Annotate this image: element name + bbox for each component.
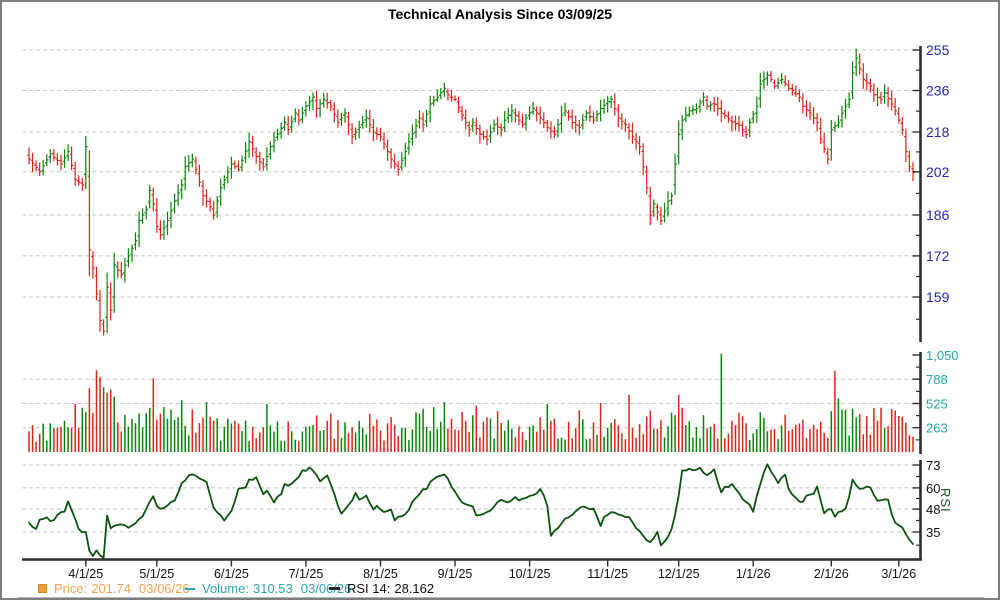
x-axis-label: 5/1/25 (139, 567, 174, 581)
volume-legend-dash-icon (185, 587, 195, 590)
x-axis-label: 11/1/25 (587, 567, 628, 581)
price-bars-up (41, 48, 887, 334)
rsi-axis-title: RSI (938, 488, 953, 513)
price-bars-down (27, 53, 915, 336)
volume-axis-label: 525 (926, 397, 948, 412)
x-axis-label: 12/1/25 (658, 567, 700, 581)
rsi-axis-label: 48 (926, 502, 940, 517)
rsi-axis-label: 73 (926, 458, 940, 473)
price-axis-label: 236 (926, 83, 950, 99)
rsi-line (28, 463, 914, 559)
legend-item-price: Price: 201.74 03/06/26 (38, 581, 190, 596)
x-axis-label: 3/1/26 (881, 567, 916, 581)
x-axis-label: 10/1/25 (509, 567, 551, 581)
x-axis-label: 1/1/26 (736, 567, 771, 581)
rsi-legend-value: 28.162 (394, 581, 435, 596)
price-axis-label: 218 (926, 124, 950, 140)
price-axis-label: 202 (926, 164, 950, 180)
volume-legend-date: 03/06/26 (300, 581, 352, 596)
volume-axis-label: 1,050 (926, 348, 959, 363)
price-axis-label: 186 (926, 207, 950, 223)
x-axis-label: 8/1/25 (363, 567, 398, 581)
price-axis-label: 159 (926, 289, 950, 305)
rsi-axis-label: 35 (926, 525, 940, 540)
x-axis-label: 4/1/25 (68, 567, 103, 581)
volume-legend-value: 310.53 (252, 581, 293, 596)
x-axis-label: 9/1/25 (438, 567, 473, 581)
price-legend-value: 201.74 (91, 581, 131, 596)
price-axis-label: 255 (926, 42, 950, 58)
volume-axis-label: 263 (926, 421, 948, 436)
price-axis-label: 172 (926, 248, 950, 264)
volume-axis-label: 788 (926, 372, 948, 387)
volume-bars-up (42, 353, 886, 452)
rsi-legend-dash-icon (329, 587, 340, 591)
legend: Price: 201.74 03/06/26 Volume: 310.53 03/06/… (2, 581, 998, 597)
volume-legend-label: Volume: (202, 581, 249, 596)
x-axis-label: 6/1/25 (214, 567, 249, 581)
price-legend-date: 03/06/26 (139, 581, 190, 596)
rsi-axis-label: 60 (926, 481, 940, 496)
price-legend-swatch-icon (38, 584, 47, 594)
legend-item-volume: Volume: 310.53 03/06/26 (185, 581, 351, 596)
volume-bars-down (28, 370, 914, 452)
x-axis-label: 7/1/25 (289, 567, 324, 581)
rsi-legend-label: RSI 14: (347, 581, 391, 596)
page-title: Technical Analysis Since 03/09/25 (387, 6, 613, 22)
footer-divider (18, 597, 984, 598)
price-legend-label: Price: (54, 581, 88, 596)
x-axis-label: 2/1/26 (814, 567, 849, 581)
legend-item-rsi: RSI 14: 28.162 (329, 581, 434, 596)
